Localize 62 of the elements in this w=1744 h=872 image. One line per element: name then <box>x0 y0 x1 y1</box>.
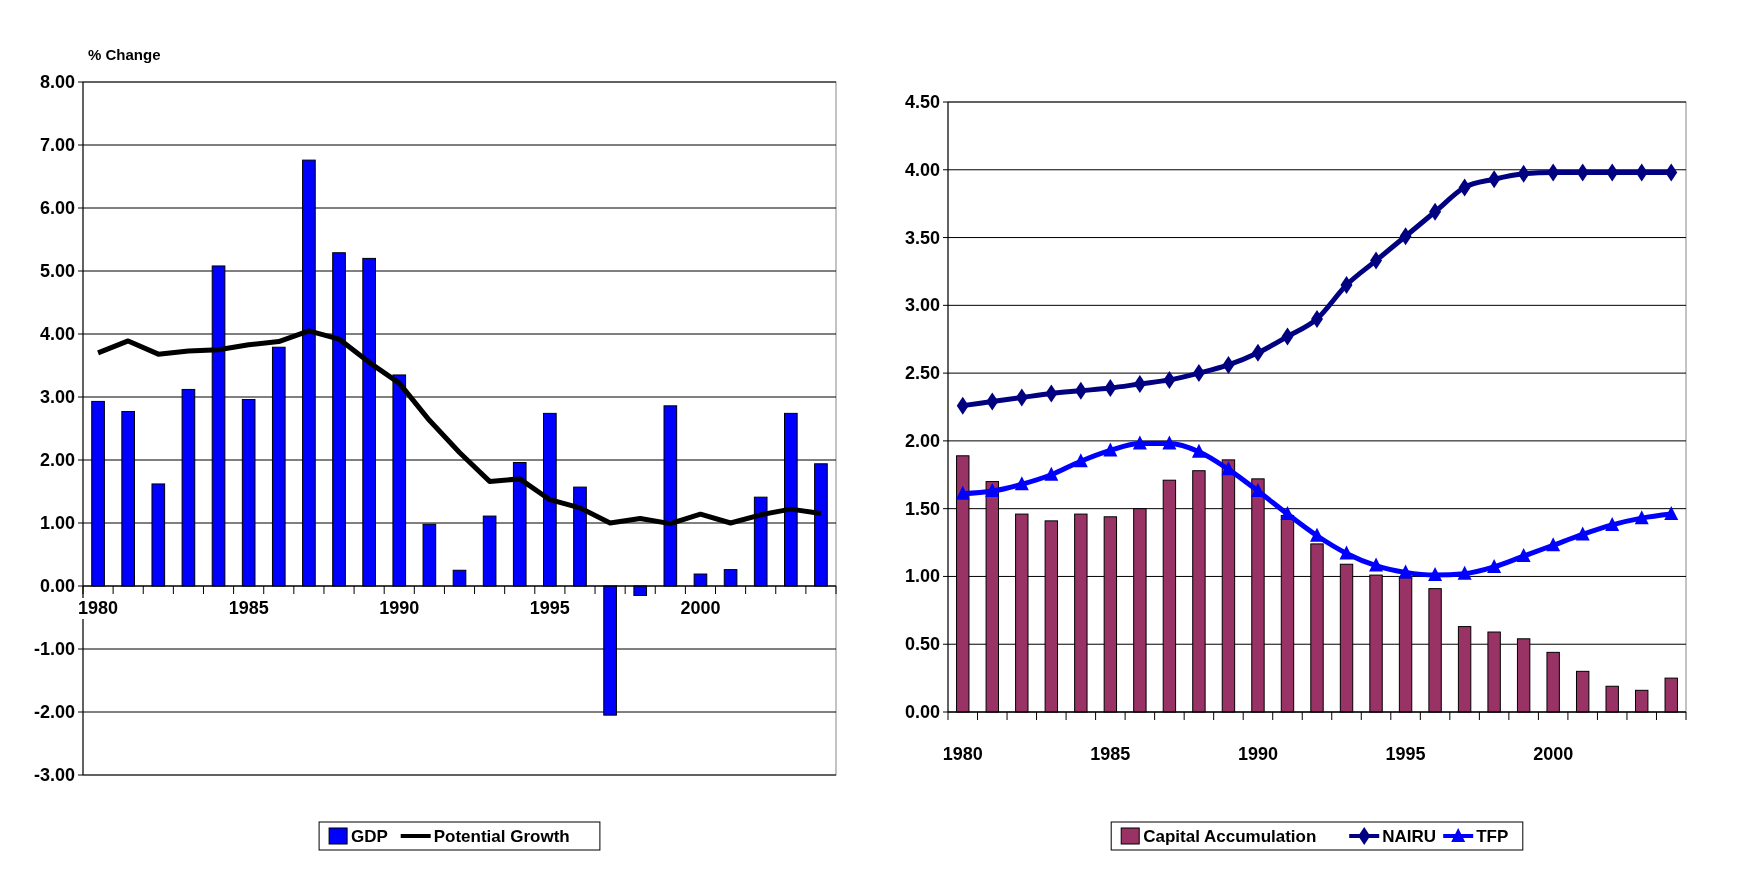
y-tick-label: 1.00 <box>39 513 75 533</box>
point <box>1634 510 1649 525</box>
point <box>1162 435 1177 450</box>
x-tick-label: 1995 <box>1385 744 1426 764</box>
y-tick-label: 5.00 <box>39 261 75 281</box>
y-tick-label: 1.50 <box>904 498 940 519</box>
y-tick-label: 2.50 <box>904 363 940 384</box>
point <box>1310 527 1324 542</box>
legend-label: Capital Accumulation <box>1143 827 1317 846</box>
point <box>1103 442 1118 457</box>
x-tick-label: 1980 <box>78 598 119 618</box>
point <box>1457 565 1472 580</box>
y-tick-label: 2.00 <box>904 430 940 451</box>
y-tick-label: 0.50 <box>904 634 940 655</box>
y-axis-title: % Change <box>88 46 161 63</box>
y-tick-label: 4.50 <box>904 92 940 112</box>
y-tick-label: 3.00 <box>904 295 940 316</box>
legend-label: Potential Growth <box>433 827 570 846</box>
y-tick-label: -1.00 <box>33 639 75 659</box>
x-tick-label: 1995 <box>529 598 570 618</box>
y-tick-label: 0.00 <box>39 576 75 596</box>
y-tick-label: 4.00 <box>39 324 75 344</box>
point <box>1339 545 1354 560</box>
point <box>1340 276 1353 294</box>
point <box>1605 516 1620 531</box>
point <box>1044 466 1059 481</box>
x-tick-label: 1990 <box>379 598 420 618</box>
y-tick-label: 3.00 <box>39 387 75 407</box>
point <box>1546 537 1561 552</box>
point <box>1132 435 1147 450</box>
point <box>1398 564 1413 579</box>
x-tick-label: 2000 <box>680 598 721 618</box>
legend-label: TFP <box>1476 827 1509 846</box>
y-tick-label: 0.00 <box>904 702 940 722</box>
y-tick-label: 8.00 <box>39 72 75 92</box>
y-tick-label: 1.00 <box>904 566 940 587</box>
y-tick-label: -2.00 <box>33 702 75 722</box>
point <box>985 483 1000 498</box>
point <box>1516 548 1531 563</box>
x-tick-label: 1980 <box>942 744 983 764</box>
x-tick-label: 2000 <box>1533 744 1574 764</box>
x-tick-label: 1985 <box>228 598 269 618</box>
point <box>1487 558 1502 573</box>
point <box>1250 483 1265 498</box>
point <box>1191 443 1206 458</box>
x-tick-label: 1985 <box>1090 744 1131 764</box>
point <box>1575 526 1590 541</box>
y-tick-label: 7.00 <box>39 135 75 155</box>
point <box>1664 506 1679 521</box>
point <box>1014 476 1029 491</box>
point <box>1073 453 1088 468</box>
y-tick-label: 4.00 <box>904 159 940 180</box>
legend-label: NAIRU <box>1382 827 1437 846</box>
point <box>1369 557 1384 572</box>
y-tick-label: 2.00 <box>39 450 75 470</box>
point <box>1428 567 1443 582</box>
x-tick-label: 1990 <box>1237 744 1278 764</box>
y-tick-label: 6.00 <box>39 198 75 218</box>
y-tick-label: -3.00 <box>33 765 75 785</box>
point <box>955 485 970 500</box>
legend-label: GDP <box>351 827 388 846</box>
y-tick-label: 3.50 <box>904 227 940 248</box>
